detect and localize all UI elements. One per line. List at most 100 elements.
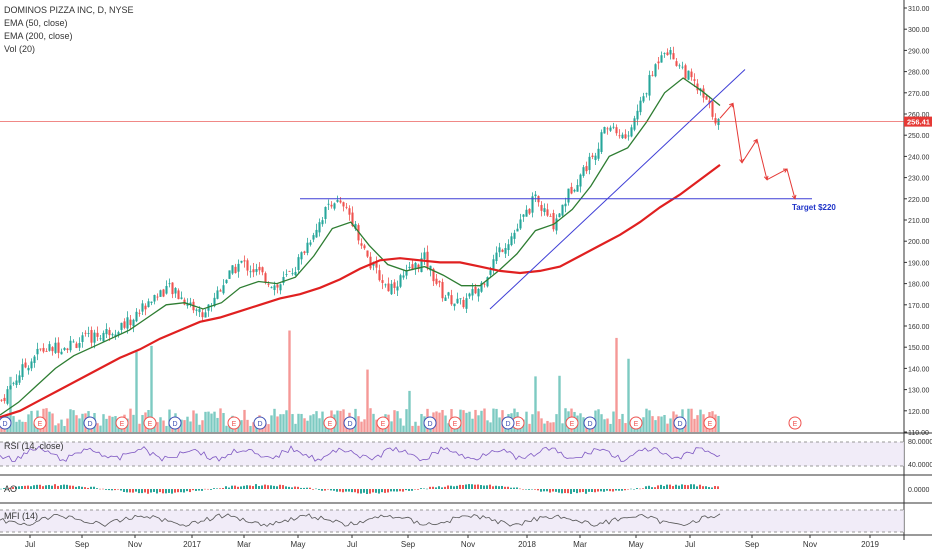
candle-body xyxy=(393,282,396,288)
ao-bar xyxy=(507,486,509,489)
ao-bar xyxy=(690,484,692,489)
candle-body xyxy=(150,301,153,303)
candle-body xyxy=(330,204,333,207)
ao-bar xyxy=(324,489,326,491)
ao-bar xyxy=(375,489,377,493)
time-tick-label: Sep xyxy=(401,540,416,549)
ao-bar xyxy=(597,489,599,492)
ao-bar xyxy=(627,489,629,490)
ao-bar xyxy=(342,489,344,493)
volume-bar xyxy=(687,408,690,432)
time-tick-label: Nov xyxy=(803,540,817,549)
candle-body xyxy=(708,100,711,104)
ao-bar xyxy=(408,489,410,491)
ao-bar xyxy=(306,487,308,489)
candle-body xyxy=(270,287,273,289)
time-tick-label: 2018 xyxy=(518,540,536,549)
candle-body xyxy=(414,262,417,269)
ao-bar xyxy=(51,485,53,489)
ao-bar xyxy=(186,489,188,492)
volume-bar xyxy=(660,416,663,432)
price-tick-label: 150.00 xyxy=(908,345,930,352)
candle-body xyxy=(255,269,258,272)
ao-bar xyxy=(255,484,257,489)
projection-arrow xyxy=(741,139,758,164)
candle-body xyxy=(663,53,666,54)
ao-bar xyxy=(18,486,20,489)
candle-body xyxy=(111,334,114,336)
ao-bar xyxy=(321,489,323,491)
volume-bar xyxy=(606,418,609,432)
ao-bar xyxy=(708,487,710,489)
ao-bar xyxy=(207,488,209,490)
volume-bar xyxy=(306,420,309,432)
candle-body xyxy=(522,214,525,217)
volume-bar xyxy=(75,415,78,432)
earnings-marker-label: E xyxy=(453,421,458,428)
candle-body xyxy=(168,283,171,285)
ao-bar xyxy=(354,489,356,493)
candle-body xyxy=(375,261,378,268)
ao-bar xyxy=(639,488,641,490)
ao-bar xyxy=(93,486,95,489)
volume-bar xyxy=(291,414,294,432)
ao-bar xyxy=(66,484,68,489)
candle-body xyxy=(258,266,261,271)
candle-body xyxy=(12,382,15,384)
candle-body xyxy=(705,96,708,100)
volume-bar xyxy=(543,423,546,432)
candle-body xyxy=(369,256,372,269)
volume-bar xyxy=(219,408,222,432)
dividend-marker-label: D xyxy=(347,421,352,428)
candle-body xyxy=(249,271,252,273)
ao-bar xyxy=(126,489,128,493)
ao-bar xyxy=(27,485,29,489)
candle-body xyxy=(264,273,267,283)
time-tick-label: Mar xyxy=(573,540,587,549)
volume-bar xyxy=(96,423,99,432)
volume-bar xyxy=(315,411,318,432)
ao-bar xyxy=(225,486,227,489)
ao-bar xyxy=(42,486,44,489)
ao-bar xyxy=(315,488,317,490)
candle-body xyxy=(222,285,225,294)
candle-body xyxy=(345,206,348,208)
ao-bar xyxy=(399,489,401,492)
candle-body xyxy=(156,296,159,298)
candle-body xyxy=(438,280,441,283)
candle-body xyxy=(453,303,456,307)
earnings-marker-label: E xyxy=(148,421,153,428)
ao-bar xyxy=(429,486,431,489)
candle-body xyxy=(123,321,126,328)
candle-body xyxy=(237,263,240,272)
volume-bar xyxy=(531,414,534,432)
volume-bar xyxy=(393,410,396,432)
ao-bar xyxy=(495,485,497,489)
ao-bar xyxy=(351,489,353,493)
volume-bar xyxy=(684,424,687,432)
candle-body xyxy=(645,93,648,95)
ao-bar xyxy=(588,489,590,492)
volume-bar xyxy=(270,415,273,432)
earnings-marker-label: E xyxy=(232,421,237,428)
candle-body xyxy=(3,397,6,402)
volume-bar xyxy=(21,421,24,432)
volume-bar xyxy=(63,425,66,432)
ao-bar xyxy=(582,489,584,492)
ao-bar xyxy=(528,489,530,490)
ao-bar xyxy=(678,485,680,489)
candle-body xyxy=(495,252,498,262)
candle-body xyxy=(252,269,255,273)
time-tick-label: Jul xyxy=(347,540,357,549)
price-tick-label: 300.00 xyxy=(908,27,930,34)
time-tick-label: May xyxy=(290,540,305,549)
volume-bar xyxy=(444,415,447,432)
volume-bar xyxy=(132,414,135,432)
ao-bar xyxy=(252,486,254,489)
ao-bar xyxy=(441,487,443,489)
volume-bar xyxy=(375,419,378,432)
volume-bar xyxy=(609,423,612,432)
ao-bar xyxy=(288,486,290,489)
volume-bar xyxy=(105,418,108,432)
volume-bar xyxy=(183,420,186,432)
